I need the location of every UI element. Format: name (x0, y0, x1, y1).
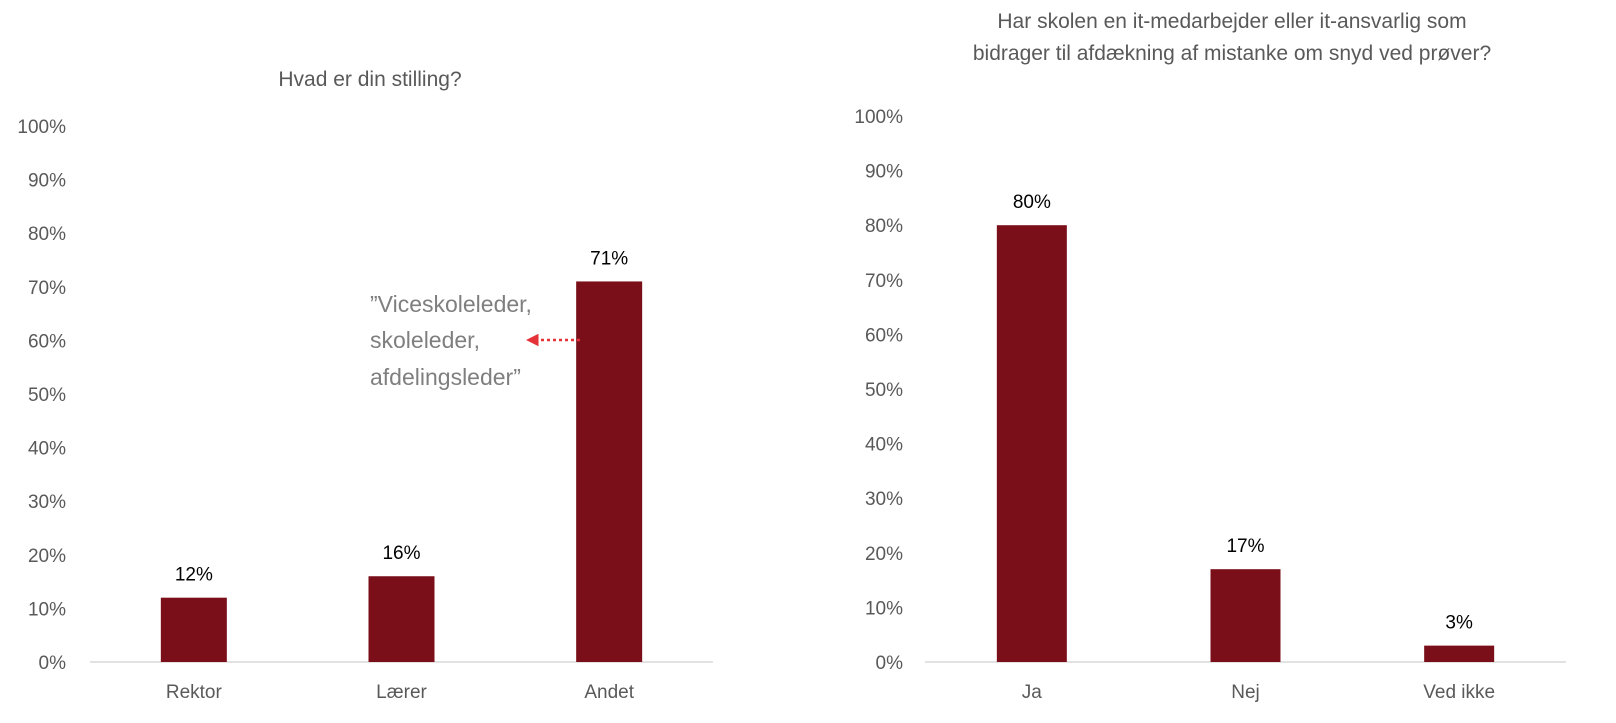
bar (996, 225, 1067, 662)
category-label: Andet (584, 682, 634, 703)
category-label: Nej (1231, 682, 1260, 703)
chart-title-line: bidrager til afdækning af mistanke om sn… (973, 42, 1491, 65)
annotation-line: afdelingsleder” (370, 364, 521, 390)
y-tick-label: 70% (865, 271, 903, 292)
category-label: Ja (1022, 682, 1043, 703)
bar (576, 281, 643, 662)
y-tick-label: 80% (865, 216, 903, 237)
data-labels: 80% 17% 3% (1013, 192, 1473, 633)
y-axis-ticks: 0% 10% 20% 30% 40% 50% 60% 70% 80% 90% 100% (854, 107, 903, 674)
annotation-callout: ”Viceskoleleder, skoleleder, afdelingsle… (370, 291, 580, 390)
y-tick-label: 30% (865, 489, 903, 510)
y-tick-label: 100% (17, 117, 66, 138)
category-label: Ved ikke (1423, 682, 1495, 703)
bar (368, 576, 435, 662)
y-tick-label: 50% (865, 380, 903, 401)
annotation-line: ”Viceskoleleder, (370, 291, 532, 317)
y-tick-label: 100% (854, 107, 903, 128)
bar (1210, 569, 1281, 662)
chart-title: Hvad er din stilling? (278, 68, 461, 91)
x-axis-categories: Ja Nej Ved ikke (1022, 682, 1495, 703)
chart-title-line: Har skolen en it-medarbejder eller it-an… (997, 10, 1466, 33)
category-label: Rektor (166, 682, 223, 703)
y-tick-label: 20% (28, 546, 66, 567)
y-tick-label: 30% (28, 492, 66, 513)
y-tick-label: 10% (865, 598, 903, 619)
y-tick-label: 90% (28, 171, 66, 192)
y-tick-label: 0% (39, 653, 67, 674)
x-axis-categories: Rektor Lærer Andet (166, 682, 635, 703)
y-tick-label: 20% (865, 544, 903, 565)
y-tick-label: 40% (865, 435, 903, 456)
y-tick-label: 0% (876, 653, 904, 674)
y-tick-label: 60% (865, 325, 903, 346)
data-label: 71% (590, 248, 628, 269)
data-label: 12% (175, 565, 213, 586)
chart-it-medarbejder: Har skolen en it-medarbejder eller it-an… (854, 10, 1566, 703)
category-label: Lærer (376, 682, 427, 703)
y-tick-label: 10% (28, 599, 66, 620)
annotation-line: skoleleder, (370, 327, 480, 353)
y-tick-label: 60% (28, 331, 66, 352)
y-tick-label: 40% (28, 439, 66, 460)
data-label: 16% (382, 543, 420, 564)
data-label: 17% (1226, 536, 1264, 557)
bars (996, 225, 1495, 662)
y-tick-label: 50% (28, 385, 66, 406)
bar (160, 597, 227, 662)
bar (1424, 645, 1495, 662)
data-labels: 12% 16% 71% (175, 248, 628, 585)
y-tick-label: 90% (865, 162, 903, 183)
chart-stilling: Hvad er din stilling? 0% 10% 20% 30% 40% 50% 6… (17, 68, 713, 703)
y-tick-label: 70% (28, 278, 66, 299)
data-label: 3% (1445, 613, 1473, 634)
data-label: 80% (1013, 192, 1051, 213)
bars (160, 281, 643, 662)
y-axis-ticks: 0% 10% 20% 30% 40% 50% 60% 70% 80% 90% 100% (17, 117, 66, 674)
y-tick-label: 80% (28, 224, 66, 245)
